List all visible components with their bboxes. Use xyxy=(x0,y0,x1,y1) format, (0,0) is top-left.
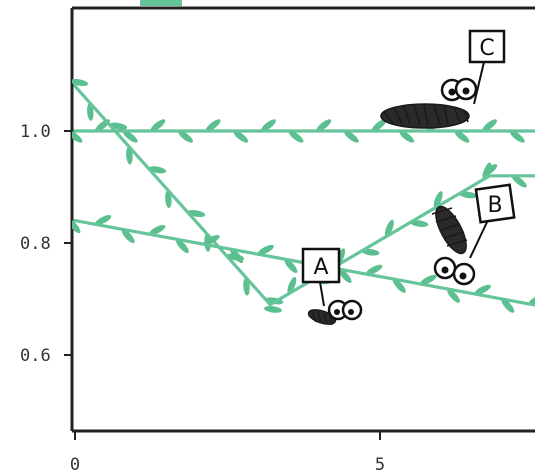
leaf-mark xyxy=(482,119,497,132)
leaf-mark xyxy=(361,248,380,256)
sign-b-board xyxy=(474,183,516,224)
leaf-mark xyxy=(338,268,352,283)
leaf-mark xyxy=(257,244,274,255)
callout-a: A xyxy=(301,247,363,326)
caterpillar-b-body xyxy=(431,205,468,255)
leaf-mark xyxy=(459,191,478,199)
leaf-mark xyxy=(509,130,525,143)
leaf-mark xyxy=(205,119,221,132)
caterpillar-c-body xyxy=(380,103,470,129)
y-tick-label: 0.6 xyxy=(20,346,51,366)
caterpillar-c-eyes-icon xyxy=(440,77,478,102)
leaf-mark xyxy=(233,130,249,143)
header-fragment xyxy=(140,0,182,6)
caterpillar-b-eyes-icon xyxy=(433,256,476,286)
leaf-mark xyxy=(230,248,244,264)
leaf-mark xyxy=(447,288,460,303)
leaf-mark xyxy=(316,119,332,132)
leaf-mark xyxy=(122,130,138,143)
leaf-mark xyxy=(410,220,429,227)
sign-a-post xyxy=(319,281,325,307)
leaf-mark xyxy=(121,229,135,244)
leaf-mark xyxy=(264,306,282,313)
leaf-mark xyxy=(178,130,193,143)
leaf-mark xyxy=(149,224,166,236)
leaf-mark xyxy=(72,78,89,87)
series-b-line xyxy=(73,84,535,307)
x-tick-label: 5 xyxy=(375,455,385,475)
series-b xyxy=(72,78,535,313)
leaf-mark xyxy=(399,130,415,143)
leaf-mark xyxy=(474,284,491,295)
leaf-mark xyxy=(203,234,220,246)
sign-a-board xyxy=(301,247,341,284)
y-tick-label: 1.0 xyxy=(20,122,51,142)
callout-a-label: A xyxy=(313,255,328,280)
sign-c-board xyxy=(468,29,506,64)
y-tick-label: 0.8 xyxy=(20,234,51,254)
sign-b-post xyxy=(469,219,489,259)
leaf-mark xyxy=(150,119,166,132)
leaf-mark xyxy=(528,294,535,305)
x-tick-label: 0 xyxy=(70,455,80,475)
callout-b-label: B xyxy=(487,193,502,218)
leaf-mark xyxy=(261,119,276,132)
leaf-mark xyxy=(371,119,387,132)
leaf-mark xyxy=(482,164,498,177)
leaf-mark xyxy=(392,278,406,293)
leaf-mark xyxy=(384,219,394,237)
axis-layer: 1.00.80.60510 xyxy=(20,122,385,475)
leaf-mark xyxy=(344,130,359,143)
leaf-mark xyxy=(501,298,515,313)
leaf-mark xyxy=(366,264,383,275)
series-c xyxy=(72,119,535,143)
callout-c-label: C xyxy=(479,36,494,61)
callout-b: B xyxy=(431,183,516,286)
callout-c: C xyxy=(380,29,506,129)
leaf-mark xyxy=(175,238,189,254)
leaf-mark xyxy=(284,258,298,273)
leaf-mark xyxy=(72,219,81,234)
leaf-mark xyxy=(287,277,297,294)
caterpillar-a-eyes-icon xyxy=(327,299,363,321)
leaf-mark xyxy=(512,175,527,188)
leaf-mark xyxy=(288,130,304,143)
sign-c-post xyxy=(473,61,485,105)
leaf-mark xyxy=(454,130,470,143)
leaf-mark xyxy=(94,215,112,226)
leaf-mark xyxy=(420,274,437,285)
leaf-mark xyxy=(72,130,83,143)
leaf-mark xyxy=(433,191,443,209)
